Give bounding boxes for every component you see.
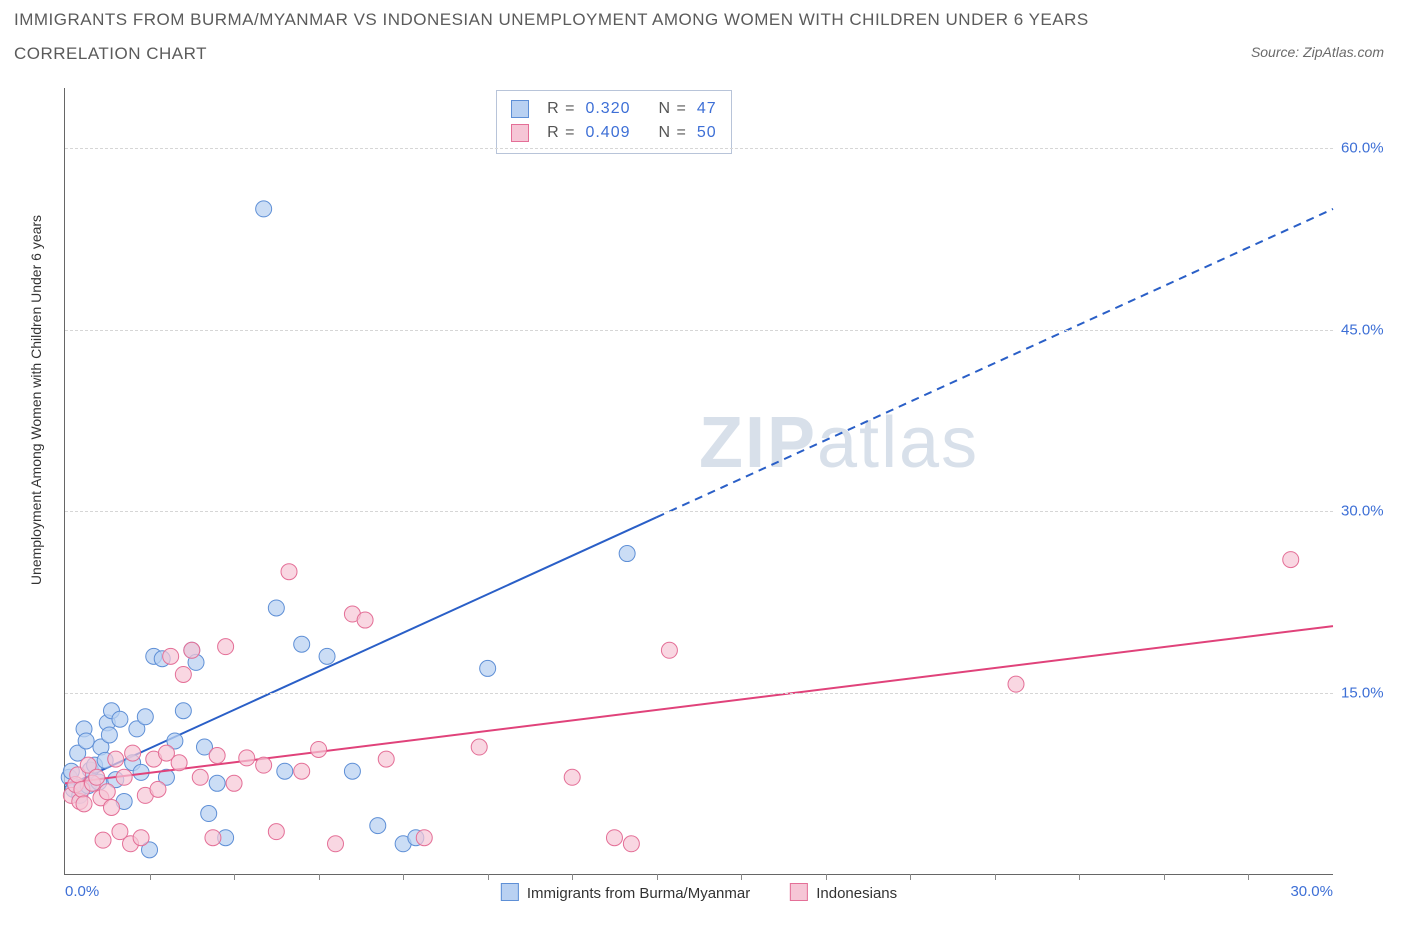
x-minor-tick [403, 874, 404, 880]
x-minor-tick [488, 874, 489, 880]
chart-title-1: IMMIGRANTS FROM BURMA/MYANMAR VS INDONES… [14, 10, 1089, 30]
x-minor-tick [910, 874, 911, 880]
y-tick-label: 45.0% [1341, 321, 1401, 338]
legend-label-2: Indonesians [816, 885, 897, 902]
gridline [65, 511, 1333, 512]
x-minor-tick [741, 874, 742, 880]
x-minor-tick [150, 874, 151, 880]
x-minor-tick [234, 874, 235, 880]
gridline [65, 330, 1333, 331]
legend-item-1: Immigrants from Burma/Myanmar [501, 883, 750, 902]
swatch-series-2 [790, 883, 808, 901]
gridline [65, 148, 1333, 149]
x-minor-tick [1248, 874, 1249, 880]
x-minor-tick [1164, 874, 1165, 880]
x-minor-tick [657, 874, 658, 880]
y-tick-label: 15.0% [1341, 684, 1401, 701]
x-minor-tick [319, 874, 320, 880]
swatch-series-1 [501, 883, 519, 901]
bottom-legend: Immigrants from Burma/Myanmar Indonesian… [501, 883, 897, 902]
legend-item-2: Indonesians [790, 883, 897, 902]
chart-title-2: CORRELATION CHART [14, 44, 207, 64]
y-tick-label: 30.0% [1341, 503, 1401, 520]
source-label: Source: ZipAtlas.com [1251, 44, 1384, 60]
x-minor-tick [995, 874, 996, 880]
gridline [65, 693, 1333, 694]
x-tick-min: 0.0% [65, 883, 99, 900]
legend-label-1: Immigrants from Burma/Myanmar [527, 885, 750, 902]
x-minor-tick [572, 874, 573, 880]
y-axis-label: Unemployment Among Women with Children U… [28, 100, 44, 700]
scatter-plot: ZIPatlas 0.0% 30.0% Immigrants from Burm… [64, 88, 1333, 875]
x-tick-max: 30.0% [1290, 883, 1333, 900]
x-minor-tick [1079, 874, 1080, 880]
y-tick-label: 60.0% [1341, 140, 1401, 157]
x-minor-tick [826, 874, 827, 880]
plot-svg [65, 88, 1333, 874]
